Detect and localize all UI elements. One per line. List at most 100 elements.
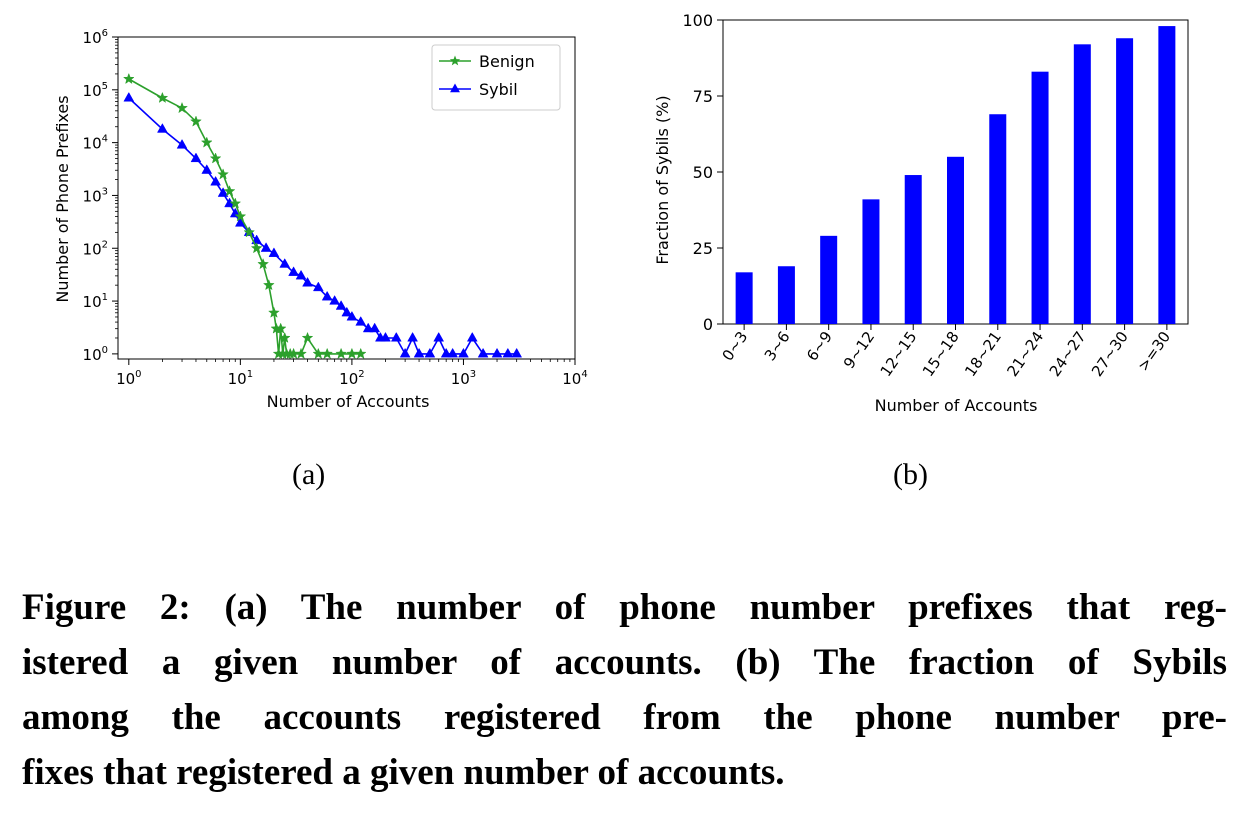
chart-a-point-sybil bbox=[279, 258, 291, 268]
chart-a-point-sybil bbox=[288, 266, 299, 276]
chart-a-x-tick-label: 101 bbox=[228, 369, 253, 388]
chart-a-point-sybil bbox=[491, 347, 503, 358]
chart-a-x-tick-label: 102 bbox=[339, 369, 364, 388]
chart-b-y-tick-label: 100 bbox=[682, 11, 713, 30]
chart-b-y-tick-label: 75 bbox=[693, 87, 713, 106]
subfigure-b-label: (b) bbox=[893, 458, 928, 491]
chart-a-point-sybil bbox=[447, 347, 459, 358]
chart-a-point-benign bbox=[335, 347, 347, 359]
chart-a-legend: Benign Sybil bbox=[431, 44, 561, 111]
chart-b-bar bbox=[947, 156, 964, 324]
chart-a-x-tick-label: 103 bbox=[451, 369, 476, 388]
chart-a-point-sybil bbox=[335, 300, 347, 310]
chart-a-y-tick-label: 103 bbox=[83, 186, 108, 205]
chart-a-point-benign bbox=[234, 210, 247, 222]
chart-b-bar bbox=[862, 199, 880, 324]
chart-a-point-sybil bbox=[210, 175, 221, 186]
chart-a-point-benign bbox=[268, 306, 280, 318]
chart-b-bar bbox=[777, 266, 795, 324]
chart-a-point-sybil bbox=[399, 347, 411, 358]
caption-line: istered a given number of accounts. (b) … bbox=[22, 642, 1227, 683]
chart-a-point-benign bbox=[354, 347, 367, 359]
chart-a-point-benign bbox=[243, 226, 256, 238]
chart-a-x-axis-label: Number of Accounts bbox=[267, 392, 430, 411]
chart-b: 0 25 50 75 100 0~3 3~6 6~9 9~1212~1515~1818~2121… bbox=[653, 11, 1189, 415]
chart-a-point-sybil bbox=[201, 164, 213, 174]
chart-a-y-tick-label: 100 bbox=[83, 345, 108, 364]
chart-b-bar bbox=[1158, 26, 1176, 325]
caption-line: fixes that registered a given number of … bbox=[22, 752, 785, 793]
chart-b-bar bbox=[1031, 71, 1049, 325]
chart-a-legend-marker-benign bbox=[449, 55, 461, 66]
chart-a-point-sybil bbox=[369, 322, 381, 333]
caption-line: Figure 2: (a) The number of phone number… bbox=[22, 587, 1227, 628]
chart-b-x-tick-label: 9~12 bbox=[840, 328, 878, 372]
chart-b-x-tick-label: 3~6 bbox=[761, 328, 794, 364]
chart-a-y-tick-label: 106 bbox=[83, 28, 108, 47]
chart-a-point-sybil bbox=[346, 310, 358, 321]
chart-b-x-tick-label: >=30 bbox=[1134, 328, 1174, 375]
chart-a-point-sybil bbox=[477, 347, 489, 358]
chart-b-x-axis-label: Number of Accounts bbox=[875, 396, 1038, 415]
chart-a-point-sybil bbox=[355, 316, 367, 326]
figure-caption: Figure 2: (a) The number of phone number… bbox=[22, 580, 1227, 800]
chart-b-x-tick-label: 6~9 bbox=[803, 328, 836, 364]
chart-a-point-sybil bbox=[329, 295, 341, 305]
chart-b-x-tick-label: 24~27 bbox=[1046, 328, 1090, 380]
chart-b-y-tick-label: 25 bbox=[693, 239, 713, 258]
figure: 100 101 102 103 104 100 101 102 103 104 105 106 Ben… bbox=[53, 11, 1189, 415]
chart-a: 100 101 102 103 104 100 101 102 103 104 105 106 Ben… bbox=[53, 28, 588, 411]
chart-a-axes: 100 101 102 103 104 100 101 102 103 104 105 106 bbox=[83, 28, 588, 388]
chart-a-point-benign bbox=[223, 185, 236, 197]
chart-b-x-tick-label: 12~15 bbox=[877, 328, 921, 380]
chart-b-x-tick-label: 27~30 bbox=[1088, 328, 1132, 380]
chart-a-point-sybil bbox=[260, 242, 272, 252]
chart-a-point-benign bbox=[321, 347, 334, 359]
chart-b-bars bbox=[735, 26, 1176, 325]
chart-a-point-sybil bbox=[123, 91, 135, 102]
chart-a-point-sybil bbox=[157, 123, 168, 133]
chart-a-point-sybil bbox=[433, 331, 445, 342]
chart-b-y-axis-label: Fraction of Sybils (%) bbox=[653, 95, 672, 264]
chart-a-point-sybil bbox=[466, 331, 478, 342]
chart-a-x-tick-label: 100 bbox=[116, 369, 141, 388]
chart-a-point-sybil bbox=[217, 187, 229, 197]
chart-a-point-sybil bbox=[502, 347, 514, 358]
chart-a-point-benign bbox=[122, 72, 135, 85]
chart-b-bar bbox=[1116, 38, 1134, 325]
subfigure-a-label: (a) bbox=[292, 458, 326, 491]
chart-a-point-sybil bbox=[458, 347, 469, 358]
caption-line: among the accounts registered from the p… bbox=[22, 697, 1227, 738]
chart-a-point-sybil bbox=[302, 276, 313, 287]
chart-a-point-sybil bbox=[312, 281, 324, 292]
chart-a-point-benign bbox=[229, 197, 242, 209]
chart-a-point-benign bbox=[200, 136, 213, 148]
chart-a-point-sybil bbox=[390, 331, 402, 342]
chart-a-y-tick-label: 105 bbox=[83, 81, 108, 100]
chart-a-point-sybil bbox=[341, 306, 353, 317]
chart-a-point-benign bbox=[217, 168, 229, 180]
chart-b-x-tick-label: 15~18 bbox=[919, 328, 963, 380]
chart-a-point-sybil bbox=[407, 331, 418, 342]
chart-a-point-benign bbox=[176, 101, 189, 114]
chart-a-point-sybil bbox=[424, 347, 436, 358]
chart-a-point-sybil bbox=[190, 152, 202, 163]
chart-a-point-sybil bbox=[268, 247, 280, 257]
chart-a-point-benign bbox=[262, 278, 275, 291]
chart-b-y-tick-label: 50 bbox=[693, 163, 713, 182]
chart-a-y-tick-label: 102 bbox=[83, 239, 108, 258]
chart-a-point-sybil bbox=[413, 347, 425, 358]
chart-a-point-sybil bbox=[380, 331, 391, 342]
chart-a-series-line-sybil bbox=[128, 97, 517, 356]
chart-b-bar bbox=[1073, 44, 1091, 324]
chart-a-legend-label-benign: Benign bbox=[479, 52, 535, 71]
chart-a-y-tick-label: 101 bbox=[83, 292, 108, 311]
chart-b-y-tick-label: 0 bbox=[703, 315, 713, 334]
chart-a-point-benign bbox=[250, 242, 263, 254]
chart-a-point-sybil bbox=[295, 269, 307, 280]
chart-a-point-benign bbox=[190, 115, 202, 127]
chart-a-x-tick-label: 104 bbox=[562, 369, 587, 388]
chart-b-bar bbox=[904, 175, 922, 324]
chart-b-bar bbox=[820, 235, 838, 324]
chart-a-y-tick-label: 104 bbox=[83, 134, 108, 153]
